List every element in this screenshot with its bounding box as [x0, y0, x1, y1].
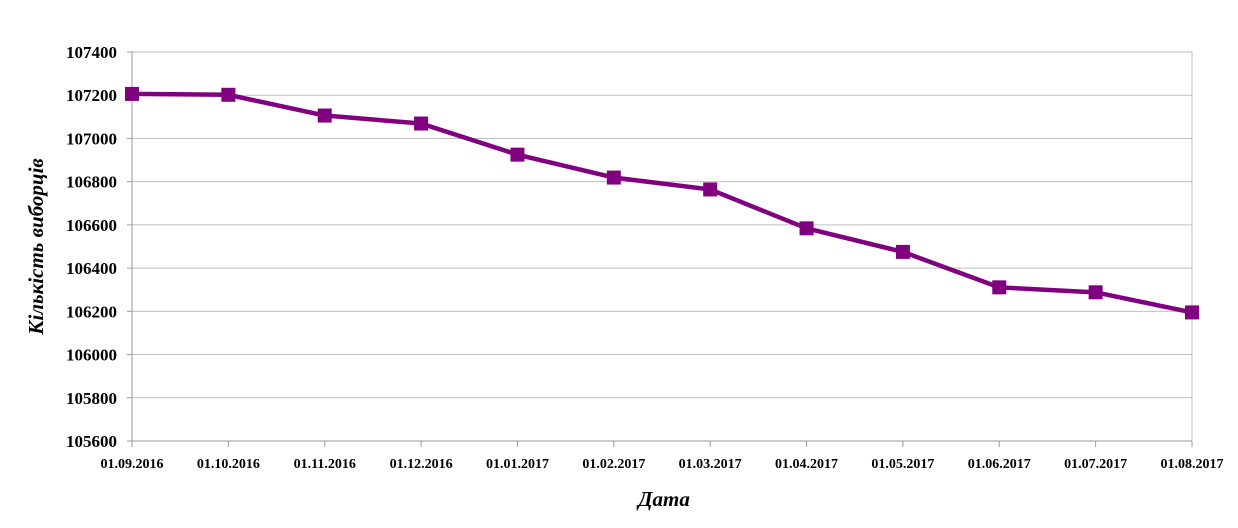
x-tick-labels: 01.09.2016 01.10.2016 01.11.2016 01.12.2016… — [101, 457, 1224, 472]
data-point-marker — [1185, 305, 1199, 320]
y-tick-label: 106400 — [66, 259, 117, 278]
data-point-marker — [1088, 285, 1103, 300]
data-point-marker — [606, 170, 621, 185]
data-point-marker — [125, 86, 139, 101]
x-tick-label: 01.04.2017 — [775, 457, 838, 472]
x-tick-label: 01.12.2016 — [390, 457, 453, 472]
x-tick-label: 01.11.2016 — [294, 457, 356, 472]
y-tick-label: 105600 — [66, 432, 117, 451]
data-point-marker — [221, 87, 236, 102]
x-tick-label: 01.03.2017 — [679, 457, 742, 472]
y-tick-label: 107200 — [66, 86, 117, 105]
x-tick-label: 01.02.2017 — [582, 457, 645, 472]
y-tick-label: 106200 — [66, 302, 117, 321]
y-axis-title: Кількість виборців — [24, 158, 48, 336]
data-point-marker — [703, 182, 718, 197]
y-tick-label: 106800 — [66, 173, 117, 192]
series — [125, 86, 1199, 320]
axes — [127, 51, 1193, 447]
data-point-marker — [510, 147, 525, 162]
x-tick-label: 01.05.2017 — [871, 457, 934, 472]
y-tick-labels: 105600 105800 106000 106200 106400 106600 1068… — [66, 43, 117, 451]
data-point-marker — [414, 116, 429, 131]
y-tick-label: 106000 — [66, 346, 117, 365]
y-tick-label: 106600 — [66, 216, 117, 235]
data-point-marker — [799, 221, 814, 236]
y-tick-label: 107400 — [66, 43, 117, 62]
x-tick-label: 01.01.2017 — [486, 457, 549, 472]
x-tick-label: 01.06.2017 — [968, 457, 1031, 472]
series-line — [129, 91, 1195, 315]
y-tick-label: 105800 — [66, 389, 117, 408]
data-point-marker — [317, 108, 332, 123]
x-axis-title: Дата — [636, 487, 690, 511]
x-tick-label: 01.09.2016 — [101, 457, 164, 472]
y-tick-label: 107000 — [66, 129, 117, 148]
data-point-marker — [895, 244, 910, 259]
data-point-marker — [992, 280, 1007, 295]
x-tick-label: 01.10.2016 — [197, 457, 260, 472]
x-tick-label: 01.07.2017 — [1064, 457, 1127, 472]
x-tick-label: 01.08.2017 — [1161, 457, 1224, 472]
